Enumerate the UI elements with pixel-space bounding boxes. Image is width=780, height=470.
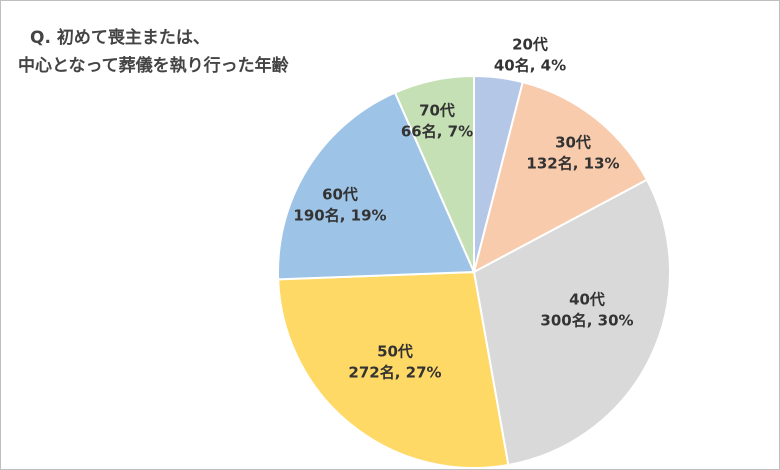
slice-category: 70代 xyxy=(419,102,455,120)
slice-category: 60代 xyxy=(322,186,358,204)
pie-slice xyxy=(277,270,510,470)
slice-label: 300名, 30% xyxy=(540,312,633,330)
pie-slice xyxy=(472,80,649,274)
slice-label: 272名, 27% xyxy=(348,364,441,382)
slice-category: 40代 xyxy=(569,291,605,309)
pie-slice xyxy=(393,74,475,273)
pie-slice xyxy=(277,91,476,281)
chart-title: 中心となって葬儀を執り行った年齢 xyxy=(18,55,290,76)
slice-label: 132名, 13% xyxy=(526,155,619,173)
slice-category: 20代 xyxy=(512,36,548,54)
pie-slice xyxy=(472,178,671,467)
slice-category: 50代 xyxy=(377,343,413,361)
slice-label: 66名, 7% xyxy=(401,123,473,141)
slice-category: 30代 xyxy=(555,134,591,152)
slice-label: 190名, 19% xyxy=(293,207,386,225)
chart-title: Q. 初めて喪主または、 xyxy=(30,27,210,48)
slice-label: 40名, 4% xyxy=(494,57,566,75)
